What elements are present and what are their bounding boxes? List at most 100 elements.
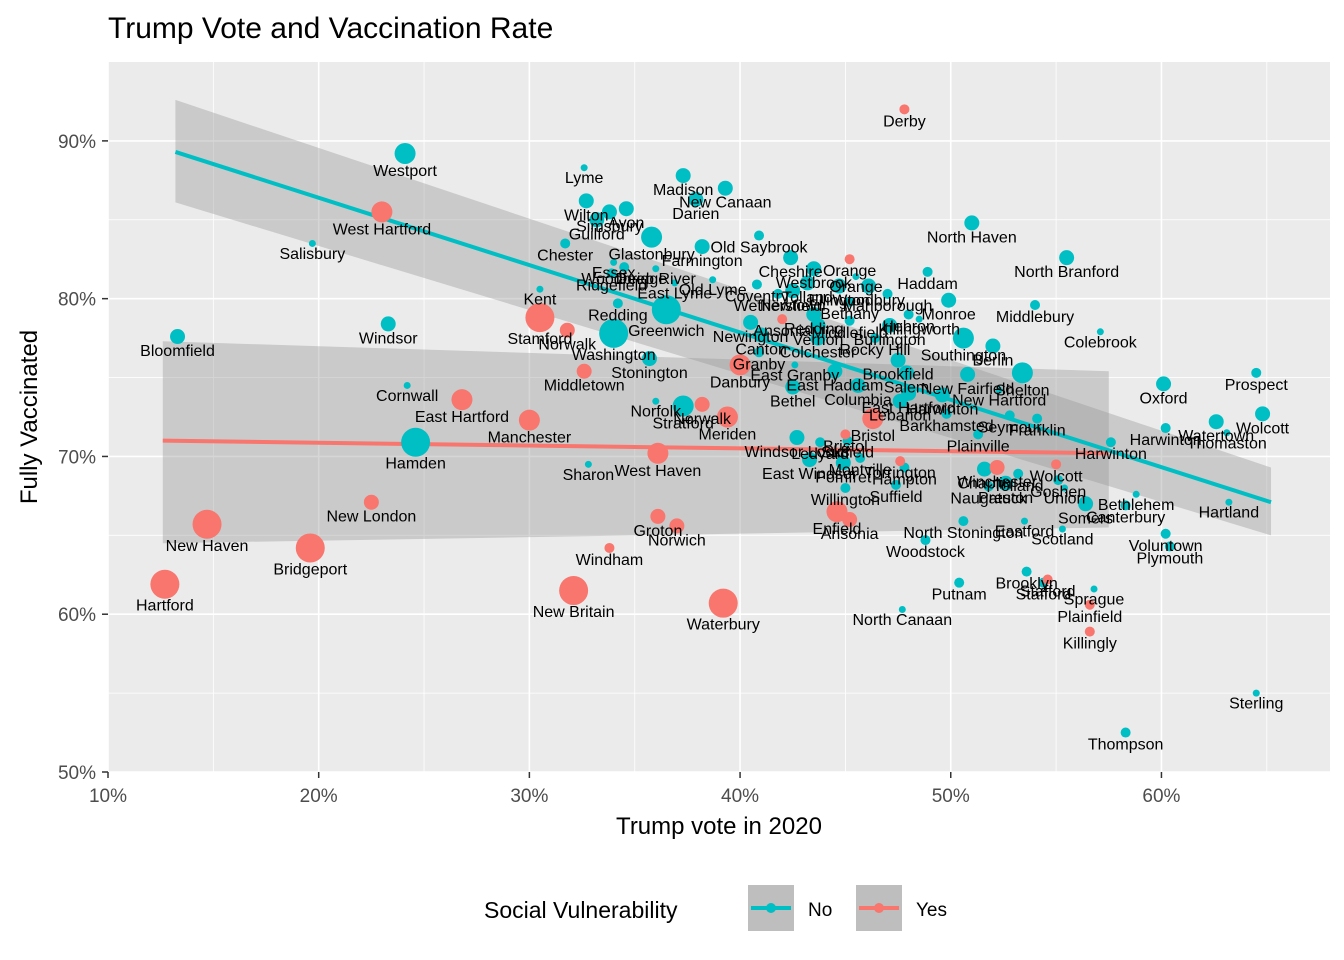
data-point-no	[922, 266, 933, 277]
data-point-no	[791, 361, 799, 369]
data-point-no	[403, 381, 411, 389]
data-point-no	[1030, 299, 1041, 310]
data-point-no	[308, 239, 316, 247]
point-label: Pomfret	[815, 469, 872, 486]
data-point-no	[899, 365, 915, 381]
point-label: Vernon	[793, 332, 844, 349]
point-label: Simsbury	[576, 218, 643, 235]
point-label: Thomaston	[1187, 435, 1267, 452]
data-point-no	[641, 226, 663, 248]
data-point-no	[799, 275, 815, 291]
point-label: Windsor Locks	[744, 444, 849, 461]
data-point-no	[831, 278, 847, 294]
point-label: Goshen	[1030, 484, 1086, 501]
legend-key-dot	[874, 903, 884, 913]
data-point-no	[1223, 429, 1231, 437]
point-label: Woodbury	[832, 293, 905, 310]
data-point-no	[1011, 362, 1033, 384]
data-point-no	[840, 483, 851, 493]
data-point-yes	[604, 542, 615, 553]
data-point-no	[1120, 727, 1131, 738]
data-point-no	[671, 279, 679, 287]
data-point-yes	[559, 576, 589, 606]
data-point-no	[869, 333, 880, 344]
point-label: West Hartford	[333, 221, 431, 238]
data-point-no	[1096, 328, 1104, 336]
data-point-no	[976, 461, 992, 477]
point-label: Norwalk	[538, 337, 597, 354]
data-point-no	[772, 288, 783, 299]
point-label: Woodbridge	[581, 271, 667, 288]
data-point-no	[610, 258, 618, 266]
point-label: Burlington	[854, 332, 926, 349]
data-point-no	[1160, 528, 1171, 539]
point-label: Hartford	[136, 598, 194, 615]
point-label: Westport	[373, 163, 437, 180]
point-label: Monroe	[922, 307, 976, 324]
chart-title: Trump Vote and Vaccination Rate	[108, 12, 553, 45]
point-label: Hampton	[872, 471, 937, 488]
y-tick-label: 80%	[58, 290, 96, 311]
data-point-no	[954, 577, 965, 588]
point-label: Waterbury	[687, 617, 760, 634]
data-point-no	[1156, 376, 1172, 392]
data-point-no	[802, 452, 818, 468]
data-point-no	[1225, 498, 1233, 506]
data-point-no	[743, 314, 759, 330]
data-point-yes	[192, 509, 222, 539]
data-point-no	[810, 330, 826, 346]
data-point-no	[995, 386, 1003, 394]
point-label: Voluntown	[1129, 538, 1203, 555]
point-label: North Stonington	[903, 525, 1023, 542]
point-label: Redding	[588, 307, 648, 324]
data-point-no	[580, 164, 588, 172]
point-label: Windsor	[359, 330, 418, 347]
point-label: Redding	[784, 321, 844, 338]
data-point-no	[810, 317, 826, 333]
data-point-no	[1251, 367, 1262, 378]
point-label: Sharon	[563, 467, 615, 484]
point-label: Tolland	[782, 289, 833, 306]
data-point-no	[170, 329, 186, 345]
point-label: Bridgeport	[273, 561, 347, 578]
point-label: Norwalk	[673, 411, 732, 428]
point-label: Salem	[884, 379, 929, 396]
data-point-no	[1105, 437, 1116, 448]
point-label: Guilford	[569, 226, 625, 243]
data-point-no	[589, 212, 605, 228]
data-point-no	[952, 327, 974, 349]
data-point-no	[380, 316, 396, 332]
data-point-no	[785, 379, 801, 395]
data-point-no	[785, 283, 801, 299]
data-point-no	[709, 276, 717, 284]
point-label: Harwinton	[1130, 432, 1202, 449]
point-label: Deep River	[616, 271, 697, 288]
data-point-yes	[1084, 626, 1095, 637]
data-point-no	[806, 261, 822, 277]
data-point-no	[850, 377, 866, 393]
point-label: Granby	[733, 356, 785, 373]
point-label: Middlebury	[996, 309, 1074, 326]
point-label: Suffield	[821, 445, 874, 462]
point-label: Stafford	[1016, 587, 1072, 604]
data-point-yes	[518, 409, 540, 431]
data-point-no	[915, 315, 923, 323]
point-label: Plainville	[947, 438, 1010, 455]
data-point-no	[844, 315, 855, 326]
data-point-no	[1160, 423, 1171, 434]
data-point-no	[890, 479, 901, 490]
point-label: Barkhamsted	[899, 418, 993, 435]
data-point-yes	[1042, 574, 1053, 585]
data-point-no	[612, 298, 623, 309]
data-point-no	[934, 387, 950, 403]
data-point-no	[783, 250, 799, 266]
point-label: North Branford	[1014, 264, 1119, 281]
point-label: East Hartford	[415, 409, 509, 426]
data-point-no	[753, 327, 769, 343]
data-point-yes	[150, 569, 180, 599]
point-label: Bristol	[823, 438, 867, 455]
point-label: Sterling	[1229, 696, 1283, 713]
data-point-yes	[989, 459, 1005, 475]
